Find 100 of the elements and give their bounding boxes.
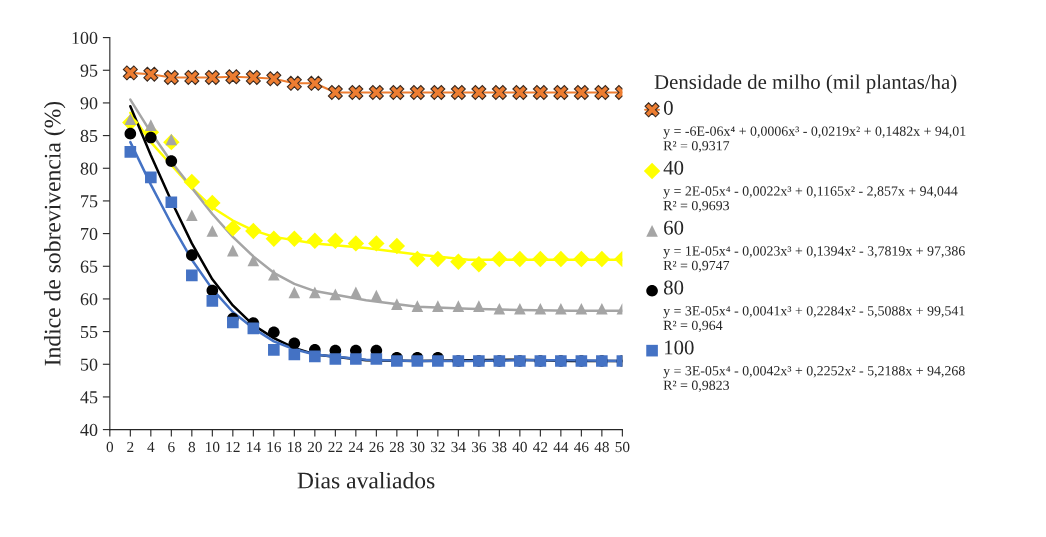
point: [491, 84, 507, 100]
point: [491, 250, 508, 268]
point: [532, 250, 549, 268]
point: [224, 220, 242, 237]
x-tick-label: 10: [206, 441, 220, 453]
text: y = 2E-05x⁴ - 0,0022x³ + 0,1165x² - 2,857x + 94,044 R² = 0,9693: [663, 186, 958, 213]
point: [124, 113, 137, 126]
y-tick-label: 60: [80, 293, 98, 306]
legend-label: 40: [663, 160, 684, 175]
point: [432, 355, 444, 367]
point: [430, 84, 446, 100]
point: [450, 253, 467, 270]
point: [432, 300, 444, 312]
point: [594, 84, 610, 100]
point: [593, 250, 611, 268]
point: [145, 131, 157, 144]
point: [124, 146, 137, 158]
y-tick-label: 65: [80, 260, 98, 273]
point: [329, 353, 342, 365]
text: y = 3E-05x⁴ - 0,0041x³ + 0,2284x² - 5,5088x + 99,541 R² = 0,964: [663, 306, 965, 333]
point: [350, 286, 362, 299]
point: [145, 119, 157, 131]
x-tick-label: 20: [307, 441, 322, 453]
point: [165, 155, 178, 167]
text: y = 3E-05x⁴ - 0,0042x³ + 0,2252x² - 5,2188x + 94,268 R² = 0,9823: [663, 366, 965, 392]
point: [573, 250, 590, 268]
point: [286, 230, 303, 248]
x-tick-label: 26: [369, 441, 384, 453]
text: y = -6E-06x⁴ + 0,0006x³ - 0,0219x² + 0,1482x + 94,01 R² = 0,9317: [663, 126, 966, 153]
point: [473, 300, 485, 312]
point: [165, 133, 178, 146]
x-tick-label: 6: [168, 441, 175, 453]
point: [247, 322, 260, 335]
legend-label: 60: [664, 220, 684, 235]
x-tick-label: 30: [410, 441, 425, 453]
point: [389, 84, 405, 100]
point: [266, 71, 282, 87]
y-tick-label: 50: [81, 358, 98, 371]
point: [288, 286, 301, 299]
point: [409, 84, 425, 100]
point: [429, 250, 447, 268]
x-tick-label: 14: [247, 441, 261, 453]
point: [511, 250, 529, 268]
x-tick-label: 28: [389, 441, 404, 453]
point: [124, 127, 137, 140]
x-axis-title: Dias avaliados: [297, 471, 435, 489]
point: [183, 173, 201, 191]
y-tick-label: 75: [81, 195, 98, 208]
point: [532, 84, 548, 100]
y-axis-title: Indice de sobrevivencia (%): [43, 101, 66, 366]
point: [573, 84, 589, 100]
x-tick-label: 12: [226, 441, 240, 453]
point: [268, 344, 280, 356]
x-tick-label: 40: [512, 441, 527, 453]
point: [206, 295, 219, 307]
point: [347, 235, 365, 252]
point: [370, 289, 383, 302]
point: [286, 75, 302, 91]
point: [368, 84, 384, 100]
x-tick-label: 32: [430, 441, 445, 453]
x-tick-label: 34: [451, 441, 466, 453]
point: [388, 237, 406, 255]
point: [329, 288, 342, 301]
point: [225, 69, 241, 85]
point: [411, 355, 424, 367]
y-tick-label: 40: [80, 423, 98, 437]
point: [186, 209, 198, 222]
point: [268, 326, 280, 339]
point: [391, 355, 403, 367]
x-tick-label: 38: [492, 441, 507, 453]
point: [186, 249, 198, 261]
y-tick-label: 70: [81, 227, 98, 241]
x-tick-label: 18: [288, 441, 302, 453]
point: [411, 300, 424, 312]
x-tick-label: 16: [267, 441, 282, 453]
point: [512, 84, 528, 100]
legend-label: 100: [665, 340, 694, 355]
point: [186, 269, 198, 282]
point: [145, 171, 157, 184]
point: [245, 222, 262, 240]
point: [553, 84, 569, 100]
point: [452, 300, 465, 312]
legend-title: Densidade de milho (mil plantas/ha): [654, 74, 957, 94]
point: [327, 84, 343, 100]
legend-label: 80: [663, 280, 684, 295]
point: [309, 286, 321, 299]
point: [493, 302, 506, 315]
point: [391, 298, 403, 310]
x-tick-label: 48: [594, 441, 609, 453]
y-tick-label: 95: [80, 64, 98, 77]
point: [163, 69, 179, 85]
point: [309, 350, 321, 363]
x-tick-label: 2: [127, 441, 134, 453]
point: [514, 302, 526, 315]
legend-label: 0: [663, 100, 673, 115]
text: y = 1E-05x⁴ - 0,0023x³ + 0,1394x² - 3,7819x + 97,386 R² = 0,9747: [663, 246, 965, 273]
point: [534, 302, 547, 315]
x-tick-label: 44: [553, 441, 569, 453]
point: [288, 337, 301, 350]
point: [370, 353, 383, 365]
